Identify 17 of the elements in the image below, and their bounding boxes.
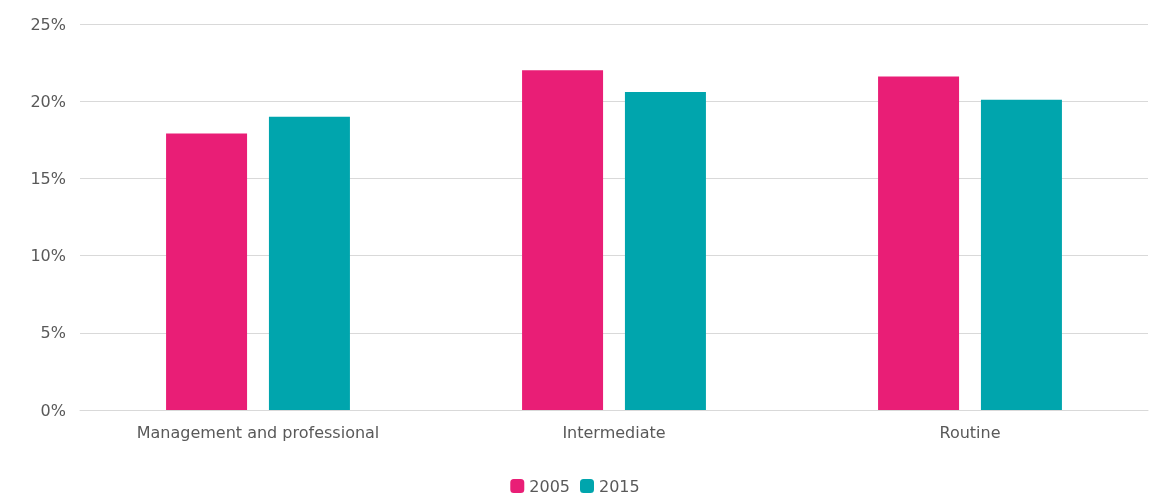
legend-label: 2005 bbox=[529, 476, 570, 496]
bar bbox=[166, 133, 248, 410]
bar bbox=[980, 99, 1062, 410]
bar bbox=[522, 70, 604, 410]
y-tick-label: 5% bbox=[40, 323, 66, 343]
legend-label: 2015 bbox=[599, 476, 640, 496]
bar bbox=[624, 91, 706, 410]
bar bbox=[878, 76, 960, 410]
x-tick-label: Management and professional bbox=[136, 422, 380, 442]
y-tick-label: 0% bbox=[40, 400, 66, 420]
y-tick-label: 15% bbox=[30, 168, 66, 188]
x-tick-label: Routine bbox=[939, 422, 1001, 442]
bar bbox=[268, 116, 350, 410]
y-tick-label: 10% bbox=[30, 246, 66, 266]
y-tick-label: 25% bbox=[30, 14, 66, 34]
y-tick-label: 20% bbox=[30, 91, 66, 111]
x-tick-label: Intermediate bbox=[562, 422, 666, 442]
